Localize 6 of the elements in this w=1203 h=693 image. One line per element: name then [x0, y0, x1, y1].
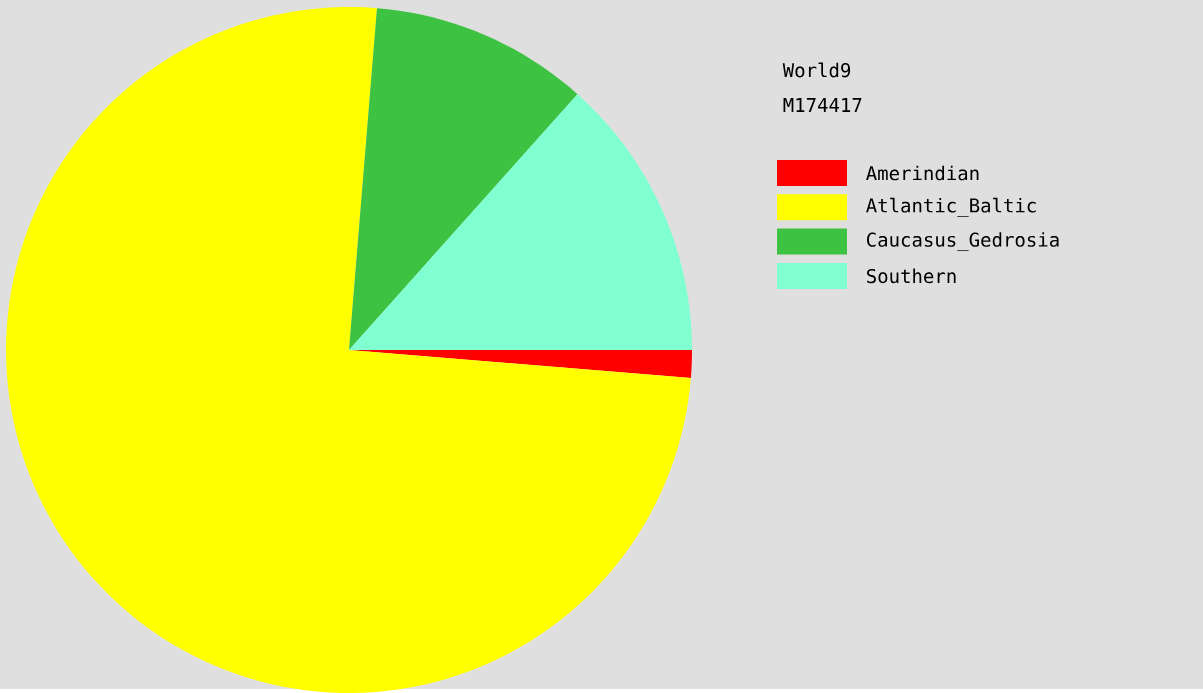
legend-label: Amerindian: [866, 165, 979, 181]
legend-label: Atlantic_Baltic: [866, 197, 1036, 217]
legend-label: Southern: [867, 268, 956, 284]
legend-label: Caucasus_Gedrosia: [867, 232, 1059, 252]
text: World9: [782, 62, 851, 78]
text: M174417: [783, 98, 862, 112]
